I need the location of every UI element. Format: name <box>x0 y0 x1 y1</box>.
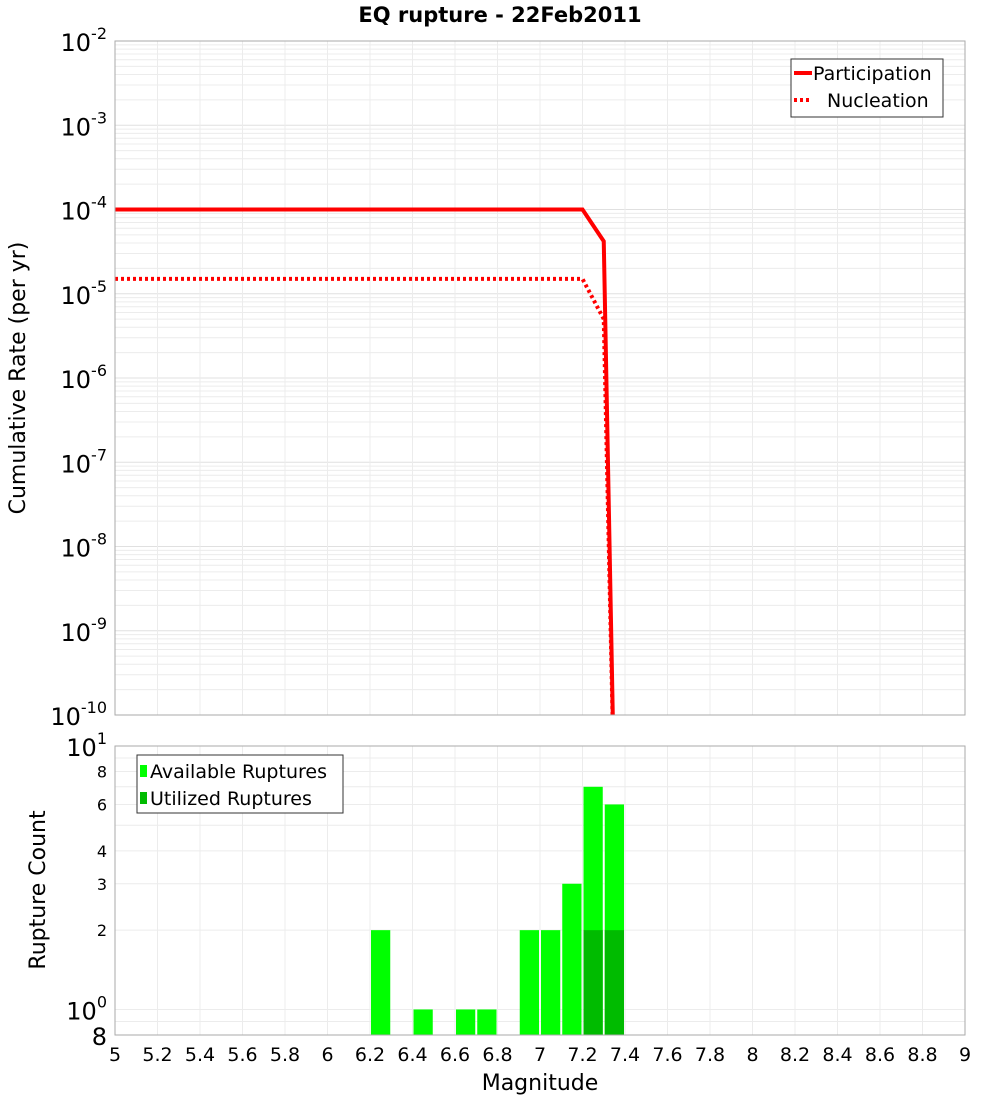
bar-available-ruptures <box>477 1009 497 1035</box>
x-tick-label: 7.2 <box>567 1044 597 1066</box>
y-tick-label: 8 <box>92 1023 107 1051</box>
legend-swatch <box>140 792 147 804</box>
bottom-panel: 5 5.2 5.4 5.6 5.8 6 6.2 6.4 6.6 6.8 7 7.2 7.4 7.6 7.8 8… <box>66 729 971 1066</box>
x-tick-label: 8.4 <box>822 1044 852 1066</box>
y-tick-label: 10-4 <box>61 193 108 226</box>
x-tick-label: 8.6 <box>865 1044 895 1066</box>
y-tick-label: 10-2 <box>61 24 108 57</box>
bottom-legend <box>136 754 344 814</box>
x-tick-label: 5 <box>109 1044 121 1066</box>
x-tick-label: 6.4 <box>397 1044 427 1066</box>
x-tick-label: 5.2 <box>142 1044 172 1066</box>
top-plot-border <box>114 40 966 716</box>
bar-utilized-ruptures <box>604 930 624 1035</box>
x-tick-label: 8 <box>746 1044 758 1066</box>
y-tick-label: 101 <box>66 729 107 762</box>
x-tick-label: 7.6 <box>652 1044 682 1066</box>
y-tick-label: 100 <box>66 992 107 1025</box>
x-tick-label: 8.2 <box>780 1044 810 1066</box>
legend-label: Available Ruptures <box>150 761 327 783</box>
legend-label: Utilized Ruptures <box>150 788 312 810</box>
top-y-axis-label: Cumulative Rate (per yr) <box>6 242 31 515</box>
bar-available-ruptures <box>456 1009 476 1035</box>
top-legend <box>790 58 944 118</box>
x-tick-label: 7.4 <box>610 1044 640 1066</box>
top-panel: 10-2 10-3 10-4 10-5 10-6 10-7 10-8 10-9 10-10 Par… <box>50 24 966 731</box>
legend-label: Participation <box>813 63 932 85</box>
y-tick-label: 10-10 <box>50 698 107 731</box>
y-tick-label: 6 <box>97 795 107 814</box>
legend-swatch <box>140 765 147 777</box>
bar-available-ruptures <box>541 930 561 1035</box>
y-tick-label: 4 <box>97 842 107 861</box>
y-tick-label: 10-7 <box>61 445 108 478</box>
x-tick-label: 6.8 <box>482 1044 512 1066</box>
bar-utilized-ruptures <box>583 930 603 1035</box>
bar-available-ruptures <box>562 883 582 1035</box>
y-tick-label: 10-9 <box>61 614 108 647</box>
x-tick-label: 6.2 <box>355 1044 385 1066</box>
x-tick-label: 5.6 <box>227 1044 257 1066</box>
legend-label: Nucleation <box>827 90 929 112</box>
x-tick-label: 7.8 <box>695 1044 725 1066</box>
bar-available-ruptures <box>519 930 539 1035</box>
y-tick-label: 10-3 <box>61 108 108 141</box>
x-tick-label: 6.6 <box>440 1044 470 1066</box>
x-tick-label: 9 <box>959 1044 971 1066</box>
y-tick-label: 2 <box>97 921 107 940</box>
y-tick-label: 3 <box>97 875 107 894</box>
y-tick-label: 10-6 <box>61 361 108 394</box>
bar-available-ruptures <box>371 930 391 1035</box>
x-tick-label: 7 <box>534 1044 546 1066</box>
y-tick-label: 10-5 <box>61 277 108 310</box>
bottom-plot-border <box>114 745 966 1036</box>
x-tick-label: 5.8 <box>270 1044 300 1066</box>
x-axis-label: Magnitude <box>482 1071 599 1096</box>
bottom-y-axis-label: Rupture Count <box>26 810 51 970</box>
y-tick-label: 10-8 <box>61 530 108 563</box>
x-tick-label: 5.4 <box>185 1044 215 1066</box>
y-tick-label: 8 <box>97 763 107 782</box>
x-tick-label: 6 <box>321 1044 333 1066</box>
chart-title: EQ rupture - 22Feb2011 <box>358 3 641 27</box>
x-tick-label: 8.8 <box>907 1044 937 1066</box>
bar-available-ruptures <box>413 1009 433 1035</box>
